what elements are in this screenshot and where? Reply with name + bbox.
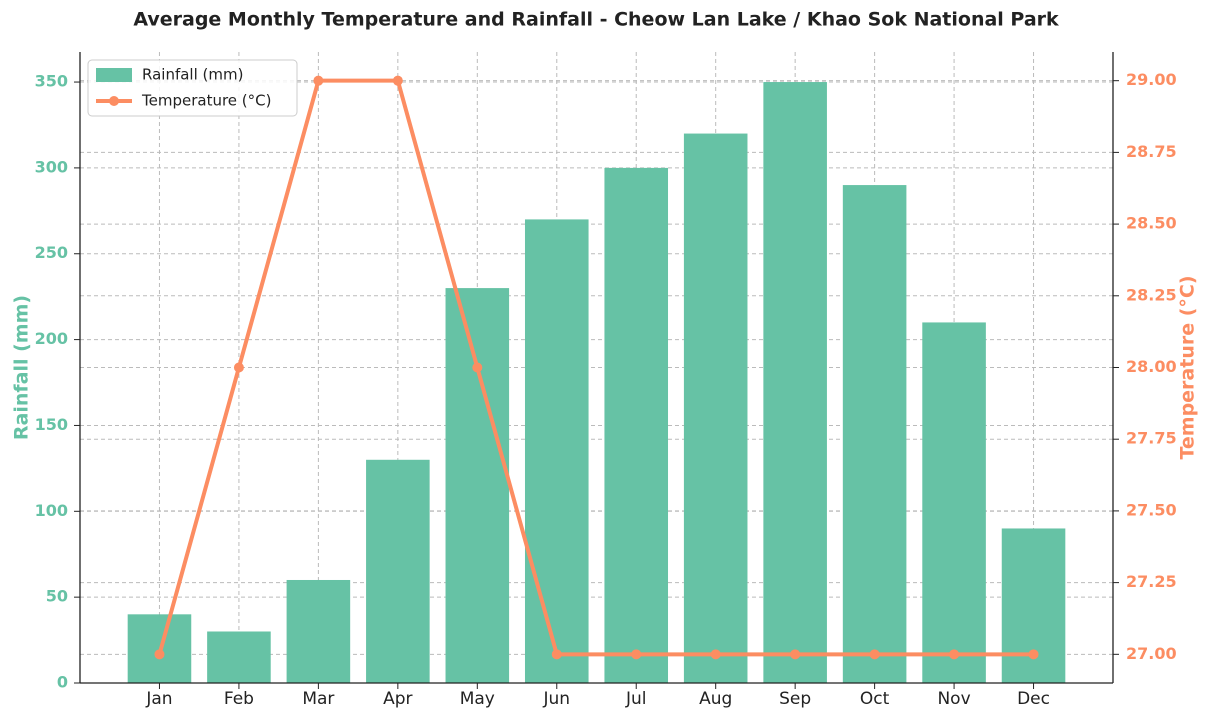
marker [392,75,403,86]
bar [604,167,669,684]
y2-tick-label: 27.00 [1126,644,1177,663]
x-tick-label: Jul [625,689,647,709]
y-tick-label: 50 [46,587,68,606]
legend-label: Rainfall (mm) [142,66,243,84]
bar [922,322,986,683]
legend-label: Temperature (°C) [141,92,271,110]
bar [207,631,271,683]
y-tick-label: 0 [57,673,68,692]
legend-marker [109,96,119,106]
y2-tick-label: 28.75 [1126,142,1177,161]
y-tick-label: 150 [35,415,68,434]
bar [842,185,907,683]
x-tick-label: Apr [383,689,412,709]
bar [1001,528,1066,683]
marker [154,649,165,660]
y-tick-label: 200 [35,329,68,348]
marker [313,75,324,86]
x-tick-label: May [460,689,495,709]
x-tick-label: Jun [542,689,570,709]
y2-axis-label: Temperature (°C) [1177,275,1199,459]
x-tick-label: Oct [860,689,890,709]
y2-tick-label: 27.50 [1126,500,1177,519]
bar [286,579,351,683]
x-tick-label: Sep [779,689,811,709]
y-tick-label: 350 [35,72,68,91]
x-tick-label: Dec [1017,689,1050,709]
y2-tick-label: 27.25 [1126,572,1177,591]
x-tick-label: Feb [224,689,254,709]
x-tick-label: Jan [145,689,172,709]
y-axis-label: Rainfall (mm) [11,295,33,440]
marker [790,649,801,660]
y2-tick-label: 28.50 [1126,214,1177,233]
marker [551,649,562,660]
y-tick-label: 100 [35,501,68,520]
bar [524,219,589,684]
bar [683,133,748,684]
chart-title: Average Monthly Temperature and Rainfall… [133,9,1059,31]
legend: Rainfall (mm) Temperature (°C) [87,59,298,117]
marker [710,649,721,660]
marker [631,649,642,660]
marker [1028,649,1039,660]
y-tick-label: 300 [35,157,68,176]
y2-tick-label: 28.25 [1126,285,1177,304]
marker [869,649,880,660]
marker [949,649,960,660]
y-tick-label: 250 [35,243,68,262]
y2-tick-label: 27.75 [1126,429,1177,448]
bar [366,459,430,683]
bar [445,288,510,683]
marker [472,362,483,373]
legend-swatch [96,68,132,82]
bar [763,82,827,684]
y2-tick-label: 29.00 [1126,70,1177,89]
line [157,78,1034,657]
y2-tick-label: 28.00 [1126,357,1177,376]
x-tick-label: Mar [302,689,334,709]
marker [233,362,244,373]
x-tick-label: Aug [699,689,732,709]
legend-box [87,59,298,117]
x-tick-label: Nov [937,689,970,709]
